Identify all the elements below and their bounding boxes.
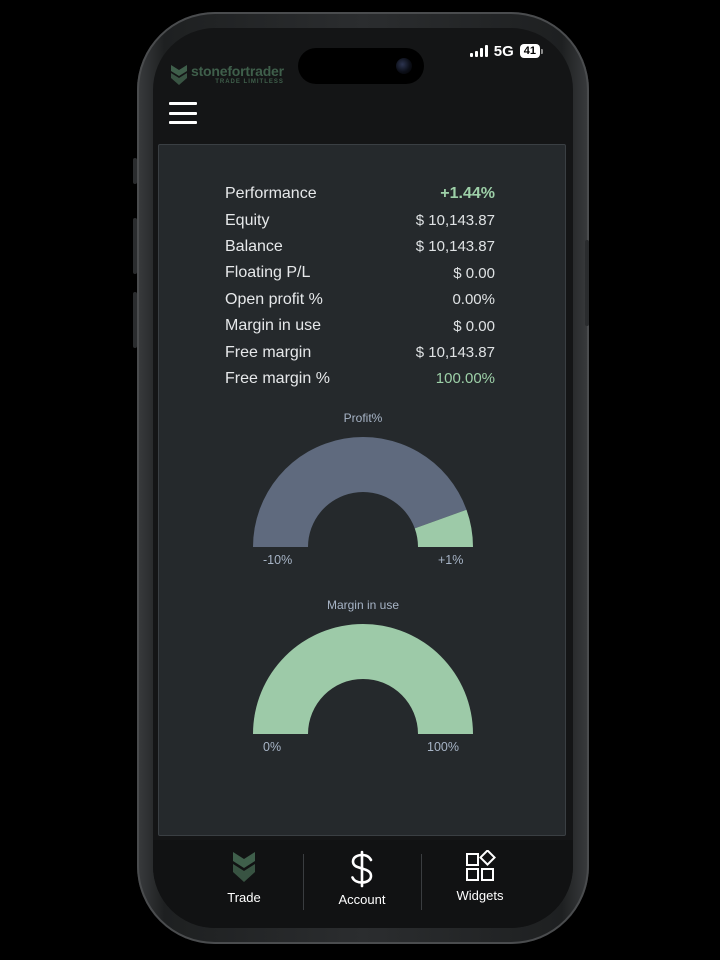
signal-strength-icon xyxy=(469,45,488,57)
metric-label: Balance xyxy=(225,237,283,255)
metric-row-performance: Performance +1.44% xyxy=(225,181,495,207)
margin-gauge-min-label: 0% xyxy=(263,740,282,754)
metric-value: $ 10,143.87 xyxy=(415,212,495,230)
action-button xyxy=(133,158,137,184)
profit-gauge-min-label: -10% xyxy=(263,553,293,567)
metric-value: 100.00% xyxy=(435,370,495,388)
status-bar: 5G 41 xyxy=(469,42,543,60)
profit-gauge-max-label: +1% xyxy=(438,553,464,567)
metric-label: Free margin xyxy=(225,343,312,361)
metric-row-equity: Equity $ 10,143.87 xyxy=(225,207,495,233)
metric-row-open-profit: Open profit % 0.00% xyxy=(225,287,495,313)
margin-gauge-title: Margin in use xyxy=(326,598,400,612)
metric-row-free-margin: Free margin $ 10,143.87 xyxy=(225,339,495,365)
gauge-track xyxy=(253,437,467,547)
menu-icon-line xyxy=(169,102,197,105)
tab-divider xyxy=(421,854,422,910)
margin-gauge-max-label: 100% xyxy=(427,740,459,754)
battery-level: 41 xyxy=(519,44,540,58)
battery-icon: 41 xyxy=(519,44,543,58)
tab-label: Widgets xyxy=(456,888,504,903)
metric-label: Free margin % xyxy=(225,369,330,387)
metric-row-balance: Balance $ 10,143.87 xyxy=(225,234,495,260)
metric-value: 0.00% xyxy=(452,291,495,309)
tab-label: Trade xyxy=(227,890,261,905)
brand-logo: stonefortrader TRADE LIMITLESS xyxy=(170,64,284,86)
metric-label: Floating P/L xyxy=(225,264,311,282)
profit-gauge-chart xyxy=(253,437,473,547)
brand-name: stonefortrader xyxy=(191,63,284,79)
stonefortrader-logo-icon xyxy=(233,852,255,882)
brand-tagline: TRADE LIMITLESS xyxy=(215,79,284,85)
tab-widgets[interactable]: Widgets xyxy=(421,850,539,920)
metric-value: $ 0.00 xyxy=(453,317,495,335)
dollar-icon xyxy=(351,850,373,888)
metrics-list: Performance +1.44% Equity $ 10,143.87 Ba… xyxy=(225,181,495,392)
metric-row-free-margin-percent: Free margin % 100.00% xyxy=(225,366,495,392)
app-screen: 5G 41 stonefortrader TRADE LIMITLESS Per… xyxy=(153,28,573,928)
stonefortrader-logo-icon xyxy=(171,65,187,85)
metric-value: $ 10,143.87 xyxy=(415,238,495,256)
hamburger-menu-button[interactable] xyxy=(169,100,197,126)
account-summary-panel: Performance +1.44% Equity $ 10,143.87 Ba… xyxy=(158,144,566,836)
volume-down-button xyxy=(133,292,137,348)
tab-divider xyxy=(303,854,304,910)
tab-trade[interactable]: Trade xyxy=(185,850,303,920)
volume-up-button xyxy=(133,218,137,274)
network-type: 5G xyxy=(493,42,514,60)
metric-value: $ 10,143.87 xyxy=(415,344,495,362)
gauge-fill xyxy=(414,509,473,547)
metric-label: Equity xyxy=(225,211,270,229)
metric-row-floating-pl: Floating P/L $ 0.00 xyxy=(225,260,495,286)
gauge-fill xyxy=(253,623,473,734)
dynamic-island xyxy=(298,48,424,84)
tab-account[interactable]: Account xyxy=(303,850,421,920)
bottom-tab-bar: Trade Account Widgets xyxy=(153,840,573,928)
margin-gauge-chart xyxy=(253,623,473,734)
metric-label: Performance xyxy=(225,185,317,203)
menu-icon-line xyxy=(169,111,197,115)
metric-label: Margin in use xyxy=(225,317,322,335)
profit-gauge-title: Profit% xyxy=(343,411,383,425)
camera-icon xyxy=(396,58,412,74)
menu-icon-line xyxy=(169,121,197,124)
metric-value: +1.44% xyxy=(440,185,495,203)
widgets-grid-icon xyxy=(466,850,496,881)
metric-row-margin-in-use: Margin in use $ 0.00 xyxy=(225,313,495,339)
power-button xyxy=(585,240,589,326)
tab-label: Account xyxy=(338,892,386,907)
metric-label: Open profit % xyxy=(225,290,323,308)
metric-value: $ 0.00 xyxy=(453,264,495,282)
